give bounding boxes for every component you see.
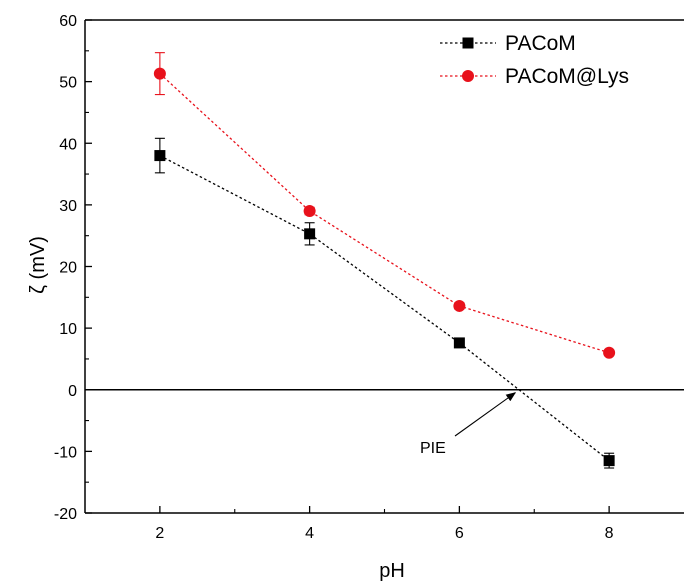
x-tick-label: 8	[605, 525, 614, 542]
y-tick-label: 30	[59, 198, 77, 215]
annotation-label: PIE	[420, 440, 446, 457]
y-tick-label: -20	[54, 506, 77, 523]
y-tick-label: 40	[59, 136, 77, 153]
x-tick-label: 4	[305, 525, 314, 542]
annotation-arrow	[454, 392, 517, 437]
y-tick-label: 0	[68, 383, 77, 400]
data-point-circle	[153, 67, 166, 80]
series-line-pacom	[159, 154, 610, 462]
data-point-square	[603, 455, 615, 467]
y-tick-label: 20	[59, 260, 77, 277]
x-tick-label: 6	[455, 525, 464, 542]
legend-marker-square	[462, 37, 474, 49]
series-line-pacom-lys	[159, 73, 610, 354]
legend-label: PACoM@Lys	[505, 65, 629, 88]
data-point-circle	[453, 299, 466, 312]
legend-label: PACoM	[505, 32, 576, 55]
x-axis-title: pH	[379, 560, 405, 582]
x-tick-label: 2	[155, 525, 164, 542]
y-tick-label: 10	[59, 321, 77, 338]
data-point-circle	[603, 346, 616, 359]
y-tick-label: 60	[59, 13, 77, 30]
legend-marker-circle	[462, 70, 474, 82]
data-point-circle	[303, 205, 316, 218]
y-tick-label: -10	[54, 444, 77, 461]
data-point-square	[154, 150, 166, 162]
y-axis-title: ζ (mV)	[27, 236, 49, 294]
data-point-square	[453, 337, 465, 349]
data-point-square	[304, 228, 316, 240]
y-tick-label: 50	[59, 75, 77, 92]
